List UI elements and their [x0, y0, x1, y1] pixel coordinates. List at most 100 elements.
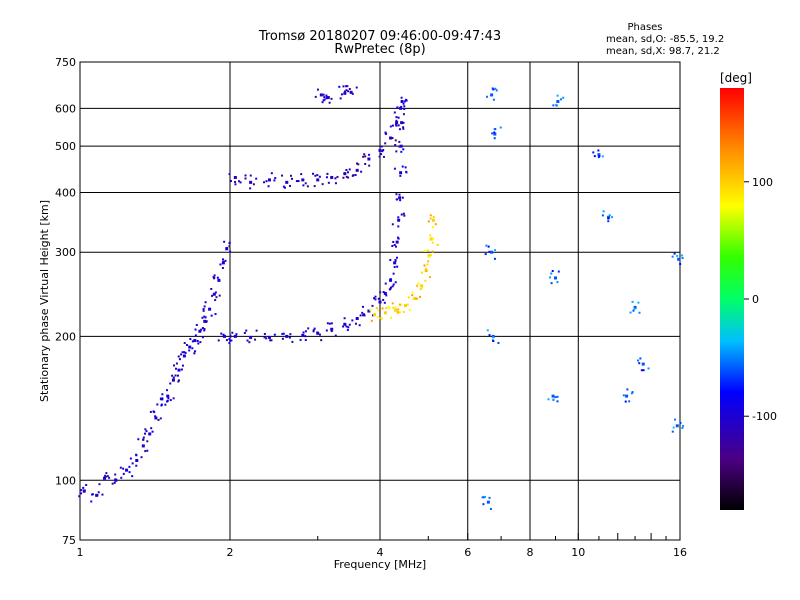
data-point-texture: [671, 255, 674, 258]
colorbar-tick-label: 100: [752, 176, 773, 189]
data-point-texture: [628, 400, 631, 403]
data-point-texture: [83, 490, 86, 493]
data-point-texture: [673, 252, 676, 255]
data-point: [493, 132, 497, 136]
data-point: [141, 444, 145, 448]
data-point-texture: [395, 116, 398, 119]
data-point-texture: [395, 150, 398, 153]
data-point-texture: [432, 215, 435, 218]
data-point-texture: [220, 332, 223, 335]
data-point-texture: [639, 357, 642, 360]
data-point-texture: [210, 314, 213, 317]
data-point-texture: [228, 338, 231, 341]
data-point: [233, 334, 237, 338]
data-point-texture: [345, 89, 348, 92]
data-point-texture: [338, 85, 341, 88]
data-point-texture: [402, 148, 405, 151]
data-point-texture: [145, 430, 148, 433]
data-point-texture: [195, 323, 198, 326]
y-axis-ticks: 75 100 200 300 400 500 600 750: [55, 56, 76, 547]
data-point-texture: [345, 168, 348, 171]
data-point: [625, 394, 629, 398]
data-point: [395, 240, 399, 244]
data-point-texture: [111, 482, 114, 485]
data-point-texture: [263, 181, 266, 184]
data-point-texture: [408, 308, 411, 311]
data-point-texture: [396, 106, 399, 109]
data-point-texture: [382, 291, 385, 294]
data-point-texture: [400, 96, 403, 99]
data-point-texture: [484, 495, 487, 498]
y-tick-label: 600: [55, 102, 76, 115]
data-point-texture: [395, 198, 398, 201]
data-point: [399, 144, 403, 148]
data-point-texture: [431, 250, 434, 253]
data-point-texture: [159, 417, 162, 420]
data-point-texture: [200, 328, 203, 331]
data-point-texture: [400, 213, 403, 216]
data-point-texture: [203, 305, 206, 308]
data-point-texture: [302, 184, 305, 187]
data-point-texture: [114, 473, 117, 476]
data-point-texture: [244, 174, 247, 177]
data-point-texture: [412, 297, 415, 300]
data-point-texture: [379, 291, 382, 294]
data-point-texture: [229, 335, 232, 338]
data-point-texture: [215, 296, 218, 299]
data-point: [399, 106, 403, 110]
data-point: [413, 297, 417, 301]
data-point-texture: [391, 137, 394, 140]
data-point-texture: [325, 94, 328, 97]
data-point: [285, 334, 289, 338]
data-point-texture: [108, 476, 111, 479]
data-point-texture: [327, 181, 330, 184]
data-point: [301, 333, 305, 337]
data-point-texture: [425, 270, 428, 273]
data-point-texture: [265, 337, 268, 340]
data-point-texture: [626, 388, 629, 391]
data-point-texture: [104, 475, 107, 478]
data-point-texture: [362, 155, 365, 158]
data-point-texture: [392, 283, 395, 286]
data-point-texture: [167, 397, 170, 400]
data-point-texture: [374, 295, 377, 298]
data-point-texture: [173, 364, 176, 367]
data-point-texture: [203, 329, 206, 332]
data-point-texture: [423, 264, 426, 267]
data-point-texture: [174, 367, 177, 370]
data-point-texture: [624, 400, 627, 403]
data-point-texture: [489, 507, 492, 510]
data-point-texture: [638, 311, 641, 314]
data-point-texture: [230, 339, 233, 342]
data-point-texture: [436, 243, 439, 246]
data-point: [389, 136, 393, 140]
data-point-texture: [491, 132, 494, 135]
data-point-texture: [671, 430, 674, 433]
data-point-texture: [183, 341, 186, 344]
data-point-texture: [101, 493, 104, 496]
data-point-texture: [425, 267, 428, 270]
data-point-texture: [377, 297, 380, 300]
data-point-texture: [611, 216, 614, 219]
data-point-texture: [374, 298, 377, 301]
data-point-texture: [164, 403, 167, 406]
data-point-texture: [395, 119, 398, 122]
data-point: [355, 316, 359, 320]
data-point-texture: [180, 368, 183, 371]
data-point-texture: [144, 432, 147, 435]
data-point-texture: [398, 140, 401, 143]
data-point: [677, 257, 681, 261]
data-point-texture: [347, 176, 350, 179]
data-point-texture: [427, 249, 430, 252]
data-point-texture: [221, 258, 224, 261]
data-point-texture: [388, 307, 391, 310]
data-point-texture: [222, 260, 225, 263]
data-point-texture: [299, 338, 302, 341]
data-point-texture: [402, 212, 405, 215]
data-point-texture: [397, 225, 400, 228]
data-point-texture: [361, 311, 364, 314]
data-point: [373, 313, 377, 317]
data-point-texture: [80, 489, 83, 492]
data-point-texture: [427, 220, 430, 223]
data-point: [249, 335, 253, 339]
